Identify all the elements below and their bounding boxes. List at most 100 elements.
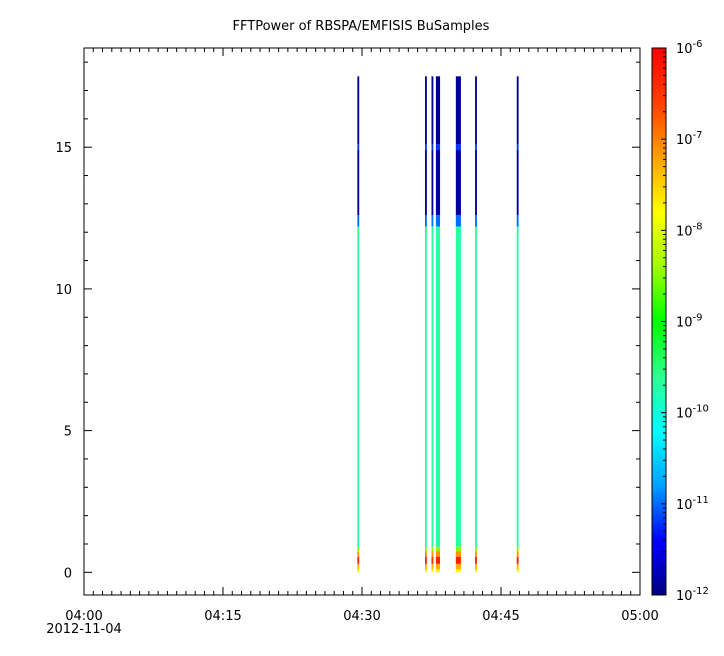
spectrum-cell: [357, 76, 360, 145]
spectrum-cell: [455, 556, 461, 564]
spectrum-cell: [431, 563, 434, 570]
x-tick-date-label: 2012-11-04: [46, 622, 122, 637]
colorbar-tick-exponent: -6: [693, 39, 703, 50]
spectrum-cell: [435, 215, 441, 227]
spectrum-cell: [357, 569, 360, 573]
spectra-layer: [357, 76, 519, 573]
spectrum-cell: [475, 76, 477, 145]
colorbar-tick-exponent: -8: [693, 221, 703, 232]
colorbar-tick-label: 10-8: [676, 221, 703, 239]
spectrum-cell: [431, 150, 434, 216]
colorbar-tick-base: 10: [676, 589, 693, 604]
spectrum-cell: [475, 556, 477, 564]
colorbar-tick-base: 10: [676, 316, 693, 331]
spectrum-cell: [425, 215, 427, 227]
plot-frame: [83, 47, 641, 596]
spectrum-cell: [431, 569, 434, 573]
spectrum-cell: [455, 144, 461, 151]
spectrum-cell: [516, 563, 519, 570]
colorbar-tick-label: 10-9: [676, 313, 703, 331]
spectrum-cell: [475, 546, 477, 552]
spectrum-cell: [425, 76, 427, 145]
spectrum-cell: [357, 563, 360, 570]
spectrum-cell: [455, 150, 461, 216]
spectrum-cell: [435, 569, 441, 573]
spectrum-cell: [516, 76, 519, 145]
colorbar-tick-base: 10: [676, 407, 693, 422]
spectrum-cell: [435, 556, 441, 564]
spectrum-cell: [435, 226, 441, 547]
colorbar-tick-base: 10: [676, 42, 693, 57]
spectrum-cell: [475, 226, 477, 547]
y-tick-label: 5: [64, 425, 72, 440]
spectrum-cell: [435, 144, 441, 151]
spectrum-cell: [475, 569, 477, 573]
colorbar-tick-label: 10-10: [676, 404, 709, 422]
spectrum-cell: [431, 556, 434, 564]
x-tick-label: 04:00: [65, 609, 102, 624]
spectrum-cell: [431, 76, 434, 145]
colorbar-tick-exponent: -7: [693, 130, 703, 141]
spectrum-cell: [516, 226, 519, 547]
spectrum-cell: [431, 215, 434, 227]
y-tick-label: 10: [55, 283, 72, 298]
y-tick-label: 15: [55, 141, 72, 156]
spectrum-cell: [455, 226, 461, 547]
spectrum-cell: [516, 569, 519, 573]
spectrum-cell: [431, 144, 434, 151]
spectrum-cell: [357, 215, 360, 227]
spectrum-cell: [425, 546, 427, 552]
colorbar-tick-label: 10-6: [676, 39, 703, 57]
spectrum-cell: [435, 563, 441, 570]
colorbar-tick-exponent: -12: [693, 586, 709, 597]
spectrum-cell: [357, 551, 360, 557]
colorbar-tick-label: 10-11: [676, 495, 709, 513]
spectrum-cell: [455, 215, 461, 227]
spectrum-cell: [455, 569, 461, 573]
x-tick-label: 04:15: [204, 609, 241, 624]
spectrum-cell: [516, 546, 519, 552]
spectrum-cell: [431, 226, 434, 547]
spectrum-cell: [425, 150, 427, 216]
spectrum-cell: [435, 551, 441, 557]
spectrum-cell: [425, 563, 427, 570]
colorbar-tick-label: 10-7: [676, 130, 703, 148]
colorbar-tick-base: 10: [676, 498, 693, 513]
spectrum-cell: [435, 546, 441, 552]
spectrum-cell: [425, 226, 427, 547]
spectrum-cell: [455, 563, 461, 570]
x-tick-label: 04:45: [482, 609, 519, 624]
spectrum-cell: [357, 150, 360, 216]
spectrum-cell: [357, 546, 360, 552]
x-tick-label: 05:00: [621, 609, 658, 624]
spectrum-cell: [455, 551, 461, 557]
y-tick-label: 0: [64, 566, 72, 581]
spectrum-cell: [425, 144, 427, 151]
spectrum-cell: [425, 551, 427, 557]
colorbar-tick-base: 10: [676, 224, 693, 239]
spectrum-cell: [475, 150, 477, 216]
spectrum-cell: [455, 546, 461, 552]
spectrum-cell: [357, 144, 360, 151]
spectrum-cell: [435, 76, 441, 145]
spectrum-cell: [425, 556, 427, 564]
colorbar-tick-exponent: -11: [693, 495, 709, 506]
spectrum-cell: [431, 551, 434, 557]
spectrum-cell: [516, 551, 519, 557]
spectrum-cell: [516, 144, 519, 151]
chart-title: FFTPower of RBSPA/EMFISIS BuSamples: [233, 19, 490, 34]
colorbar-tick-base: 10: [676, 133, 693, 148]
spectrum-cell: [455, 76, 461, 145]
spectrum-cell: [475, 144, 477, 151]
plot-area: [83, 47, 641, 596]
spectrum-cell: [516, 150, 519, 216]
spectrum-cell: [357, 226, 360, 547]
colorbar-tick-exponent: -9: [693, 313, 703, 324]
spectrum-cell: [435, 150, 441, 216]
spectrum-cell: [425, 569, 427, 573]
x-tick-label: 04:30: [343, 609, 380, 624]
spectrum-cell: [516, 556, 519, 564]
spectrum-cell: [357, 556, 360, 564]
